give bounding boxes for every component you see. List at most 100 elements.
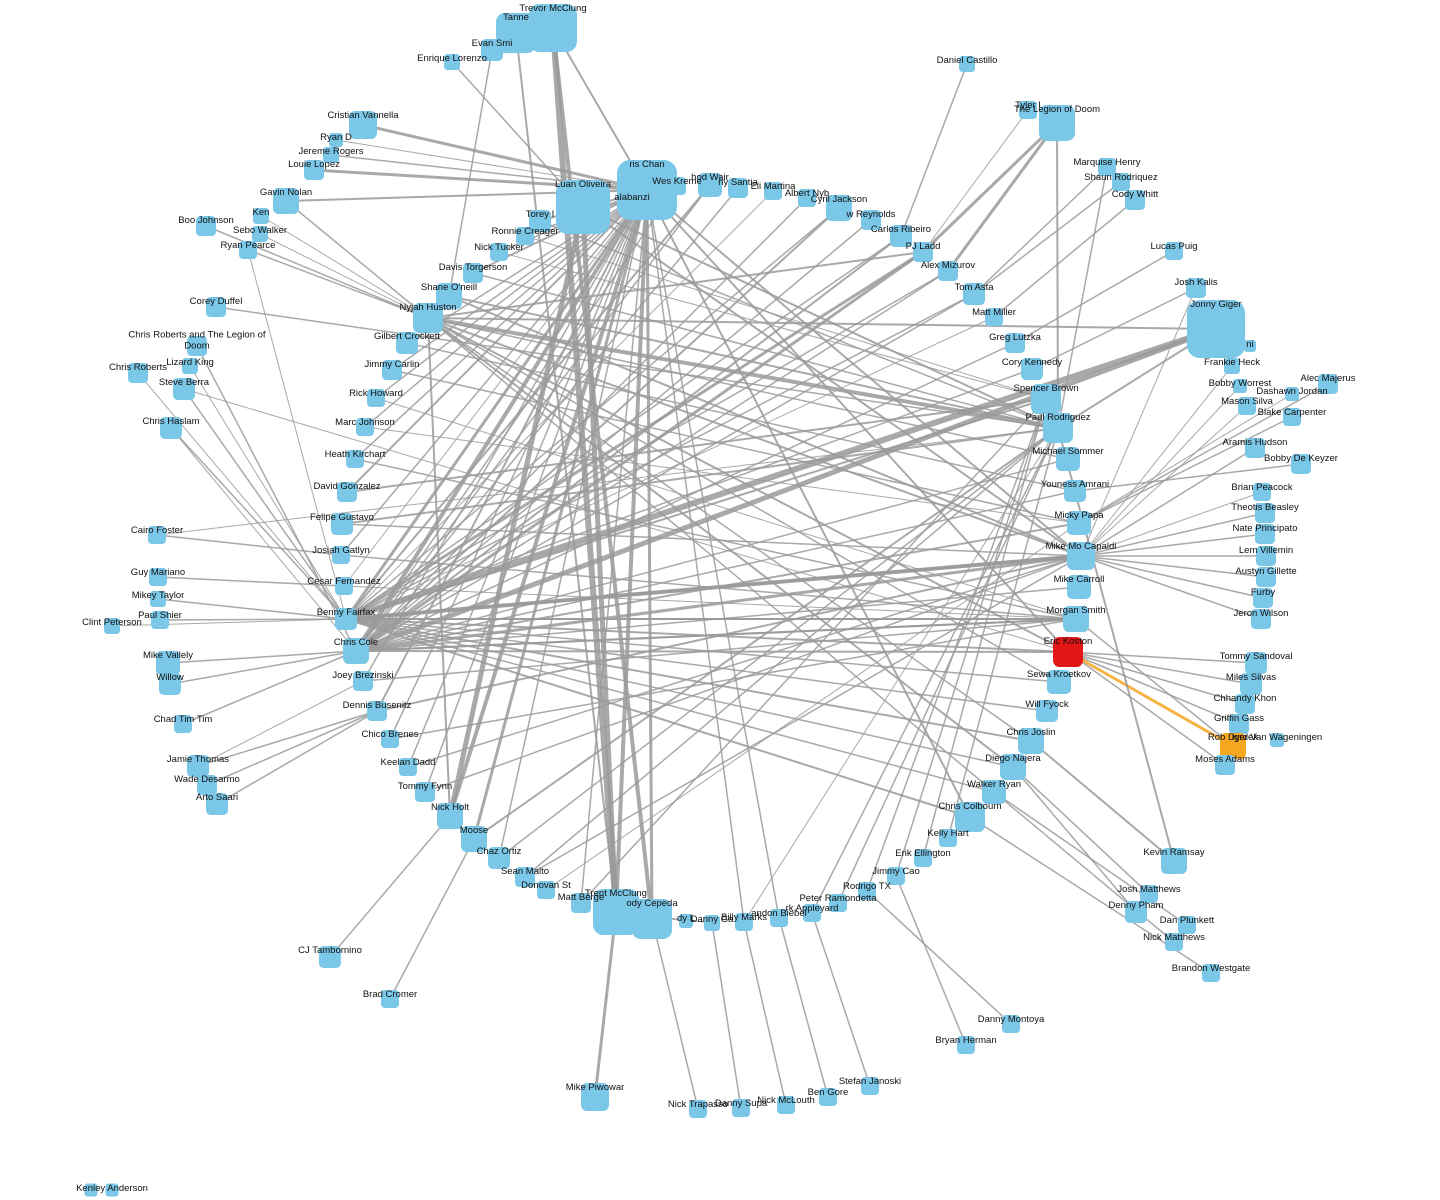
graph-node[interactable] [490,243,508,261]
graph-node[interactable] [335,608,357,630]
graph-node[interactable] [1229,714,1249,734]
graph-node[interactable] [319,946,341,968]
graph-node[interactable] [858,882,876,900]
graph-node[interactable] [437,803,463,829]
graph-node[interactable] [1047,670,1071,694]
graph-node-selected[interactable] [1053,637,1083,667]
graph-node[interactable] [764,182,782,200]
graph-node[interactable] [1285,387,1299,401]
graph-node[interactable] [1253,483,1271,501]
graph-node[interactable] [515,867,535,887]
graph-node[interactable] [1125,190,1145,210]
graph-node[interactable] [798,189,816,207]
graph-node[interactable] [938,261,958,281]
graph-node[interactable] [732,1099,750,1117]
graph-node[interactable] [955,802,985,832]
graph-node[interactable] [353,671,373,691]
graph-node[interactable] [1067,575,1091,599]
graph-node[interactable] [196,216,216,236]
graph-node[interactable] [413,303,443,333]
graph-node[interactable] [1161,848,1187,874]
graph-node[interactable] [356,418,374,436]
graph-node[interactable] [1019,101,1037,119]
graph-node[interactable] [1291,454,1311,474]
graph-node[interactable] [728,178,748,198]
graph-node[interactable] [444,54,460,70]
graph-node[interactable] [1067,511,1091,535]
graph-node[interactable] [337,482,357,502]
graph-node[interactable] [982,780,1006,804]
graph-node[interactable] [1245,438,1265,458]
graph-node[interactable] [556,180,610,234]
graph-node[interactable] [803,904,821,922]
graph-node[interactable] [331,513,353,535]
graph-node[interactable] [128,363,148,383]
graph-node[interactable] [150,591,166,607]
graph-node[interactable] [1112,173,1130,191]
graph-node[interactable] [1005,333,1025,353]
graph-node[interactable] [1063,606,1089,632]
graph-node[interactable] [488,847,510,869]
graph-node[interactable] [1251,609,1271,629]
graph-node[interactable] [1240,673,1262,695]
graph-node[interactable] [206,793,228,815]
graph-node[interactable] [197,775,217,795]
graph-node[interactable] [829,894,847,912]
graph-node-target[interactable] [1220,733,1246,759]
graph-node[interactable] [329,133,343,147]
graph-node[interactable] [679,914,693,928]
graph-node[interactable] [1178,916,1196,934]
graph-node[interactable] [84,1183,98,1197]
graph-node[interactable] [1018,728,1044,754]
graph-node[interactable] [481,39,503,61]
graph-node[interactable] [187,755,209,777]
graph-node[interactable] [1125,901,1147,923]
graph-node[interactable] [335,577,353,595]
graph-node[interactable] [304,160,324,180]
graph-node[interactable] [704,915,720,931]
graph-node[interactable] [1165,242,1183,260]
graph-node[interactable] [151,611,169,629]
graph-node[interactable] [777,1096,795,1114]
graph-node[interactable] [346,450,364,468]
graph-node[interactable] [626,193,638,205]
graph-node[interactable] [174,715,192,733]
graph-node[interactable] [1255,503,1275,523]
graph-node[interactable] [1238,397,1256,415]
graph-node[interactable] [206,297,226,317]
graph-node[interactable] [1000,754,1026,780]
graph-node[interactable] [396,332,418,354]
graph-node[interactable] [1253,588,1273,608]
graph-node[interactable] [415,782,435,802]
graph-node[interactable] [581,1083,609,1111]
graph-node[interactable] [1043,413,1073,443]
graph-node[interactable] [159,673,181,695]
graph-node[interactable] [252,226,268,242]
graph-node[interactable] [367,701,387,721]
graph-node[interactable] [1270,733,1284,747]
graph-node[interactable] [1244,340,1256,352]
graph-node[interactable] [1021,358,1043,380]
graph-node[interactable] [273,188,299,214]
graph-node[interactable] [332,546,350,564]
graph-node[interactable] [349,111,377,139]
graph-node[interactable] [617,160,677,220]
graph-node[interactable] [735,913,753,931]
graph-node[interactable] [1064,480,1086,502]
graph-node[interactable] [1098,158,1116,176]
graph-node[interactable] [399,758,417,776]
graph-node[interactable] [939,829,957,847]
graph-node[interactable] [104,618,120,634]
graph-node[interactable] [1067,542,1095,570]
graph-node[interactable] [593,889,639,935]
graph-node[interactable] [382,360,402,380]
graph-node[interactable] [698,173,722,197]
graph-node[interactable] [537,881,555,899]
graph-node[interactable] [156,651,180,675]
graph-node[interactable] [1255,524,1275,544]
graph-node[interactable] [1187,300,1245,358]
graph-node[interactable] [861,1077,879,1095]
graph-node[interactable] [985,308,1003,326]
graph-node[interactable] [914,849,932,867]
graph-node[interactable] [529,4,577,52]
